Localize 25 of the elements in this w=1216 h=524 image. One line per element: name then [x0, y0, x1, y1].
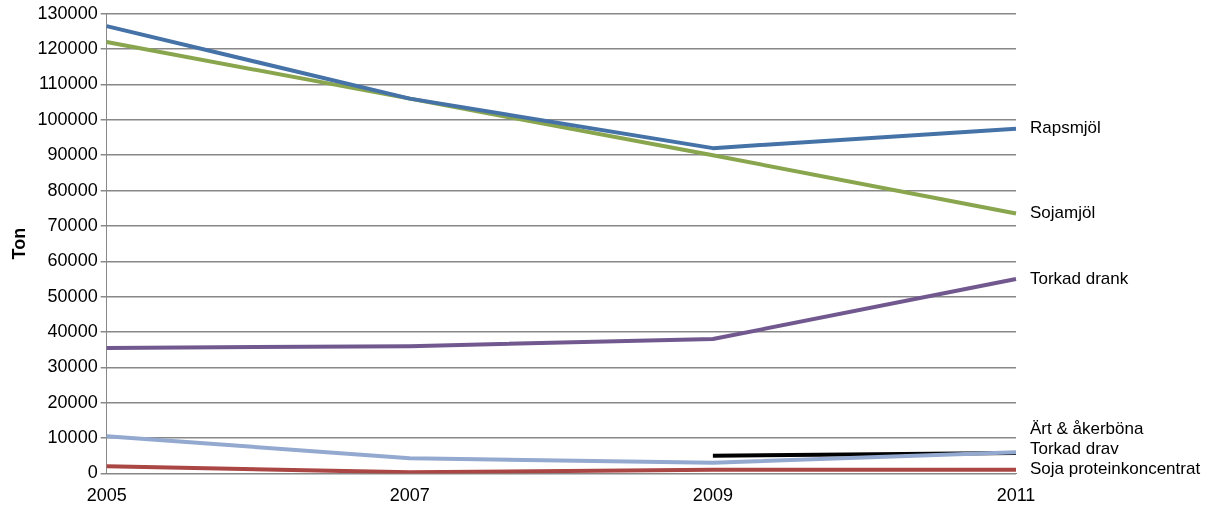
series-label: Ärt & åkerböna	[1030, 419, 1144, 439]
y-tick-label: 100000	[37, 108, 98, 129]
series-label: Sojamjöl	[1030, 203, 1096, 223]
series-label: Rapsmjöl	[1030, 118, 1101, 138]
y-tick-label: 110000	[38, 73, 98, 94]
y-tick-label: 50000	[47, 285, 98, 306]
y-axis-title: Ton	[8, 227, 29, 260]
y-tick-label: 20000	[47, 391, 98, 412]
x-tick-label: 2011	[996, 485, 1036, 506]
y-tick-label: 10000	[47, 427, 98, 448]
y-tick-label: 130000	[37, 2, 98, 23]
y-tick-label: 120000	[37, 38, 98, 59]
x-tick-label: 2009	[692, 485, 733, 506]
y-tick-label: 40000	[47, 320, 98, 341]
y-tick-label: 70000	[47, 214, 98, 235]
x-tick-label: 2005	[86, 485, 127, 506]
series-label: Soja proteinkoncentrat	[1030, 459, 1201, 479]
y-tick-label: 80000	[47, 179, 98, 200]
x-tick-label: 2007	[389, 485, 430, 506]
y-tick-label: 0	[87, 462, 98, 483]
series-label: Torkad drav	[1030, 439, 1120, 459]
y-tick-label: 90000	[47, 144, 98, 165]
series-label: Torkad drank	[1030, 268, 1129, 288]
y-tick-label: 30000	[47, 356, 98, 377]
y-tick-label: 60000	[47, 250, 98, 271]
